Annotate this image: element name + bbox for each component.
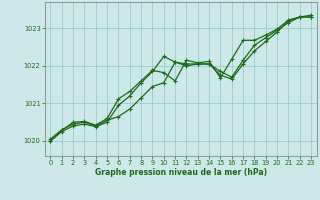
X-axis label: Graphe pression niveau de la mer (hPa): Graphe pression niveau de la mer (hPa) [95,168,267,177]
